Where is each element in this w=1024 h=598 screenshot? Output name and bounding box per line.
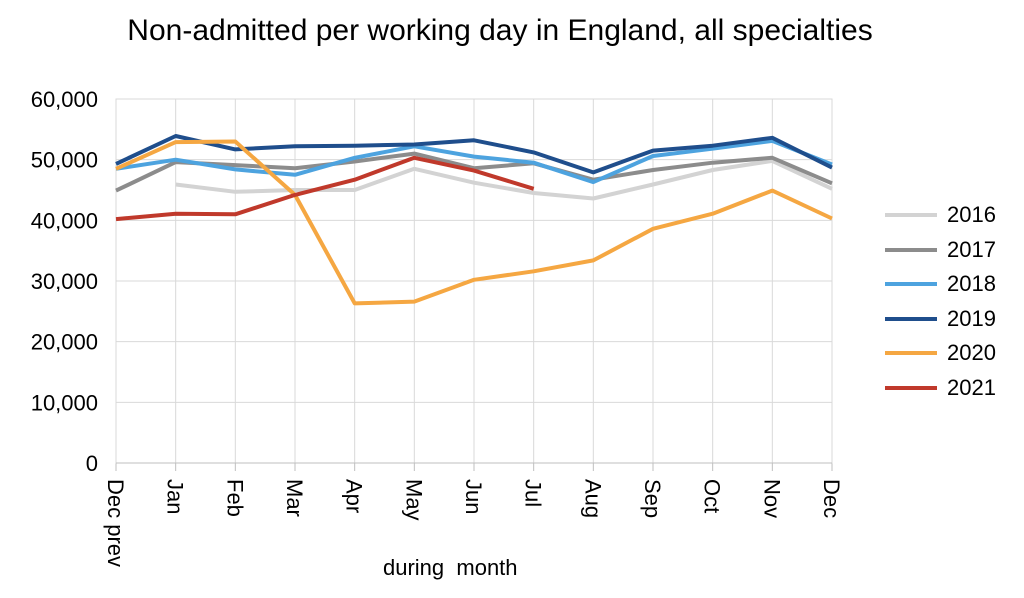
x-tick-label: Jan [163, 479, 188, 514]
legend-swatch [885, 351, 937, 356]
series-line-2019 [115, 134, 833, 175]
x-tick-label: Aug [580, 479, 605, 518]
legend-label: 2018 [947, 271, 996, 297]
x-tick-label: Apr [342, 479, 367, 513]
legend-label: 2016 [947, 202, 996, 228]
legend-item-2018: 2018 [885, 267, 996, 302]
legend-label: 2019 [947, 305, 996, 331]
x-tick-labels: Dec prev Jan Feb Mar Apr May Jun Jul Aug Sep Oct No… [103, 479, 844, 567]
x-tick-label: Nov [759, 479, 784, 518]
legend-item-2019: 2019 [885, 302, 996, 337]
series-line-2016 [175, 158, 833, 201]
legend: 2016 2017 2018 2019 2020 2021 [885, 198, 996, 405]
y-tick-label: 60,000 [31, 87, 98, 112]
series-line-2017 [115, 151, 833, 193]
legend-item-2017: 2017 [885, 233, 996, 268]
y-tick-label: 50,000 [31, 148, 98, 173]
y-tick-labels: 0 10,000 20,000 30,000 40,000 50,000 60,000 [31, 87, 98, 476]
legend-label: 2020 [947, 340, 996, 366]
x-tick-label: Oct [700, 479, 725, 513]
x-tick-label: Feb [222, 479, 247, 517]
x-tick-label: Dec prev [103, 479, 128, 567]
series-line-2020 [115, 139, 833, 306]
legend-swatch [885, 247, 937, 252]
x-tick-label: Jun [461, 479, 486, 514]
legend-item-2020: 2020 [885, 336, 996, 371]
x-tick-label: Sep [640, 479, 665, 518]
x-axis-label: during month [383, 555, 518, 580]
y-tick-label: 30,000 [31, 269, 98, 294]
chart-title: Non-admitted per working day in England,… [127, 14, 873, 47]
y-tick-label: 20,000 [31, 330, 98, 355]
legend-swatch [885, 213, 937, 218]
y-tick-label: 10,000 [31, 390, 98, 415]
legend-item-2016: 2016 [885, 198, 996, 233]
x-tick-label: May [401, 479, 426, 521]
y-tick-label: 40,000 [31, 208, 98, 233]
legend-swatch [885, 282, 937, 287]
series-line-2018 [115, 138, 833, 185]
legend-item-2021: 2021 [885, 371, 996, 406]
legend-label: 2017 [947, 236, 996, 262]
x-tick-label: Mar [282, 479, 307, 517]
legend-label: 2021 [947, 374, 996, 400]
legend-swatch [885, 316, 937, 321]
x-tick-label: Dec [819, 479, 844, 518]
series-lines [115, 134, 833, 306]
y-tick-label: 0 [86, 451, 98, 476]
legend-swatch [885, 385, 937, 390]
axes [115, 98, 833, 471]
series-line-2021 [115, 155, 535, 222]
x-tick-label: Jul [521, 479, 546, 507]
